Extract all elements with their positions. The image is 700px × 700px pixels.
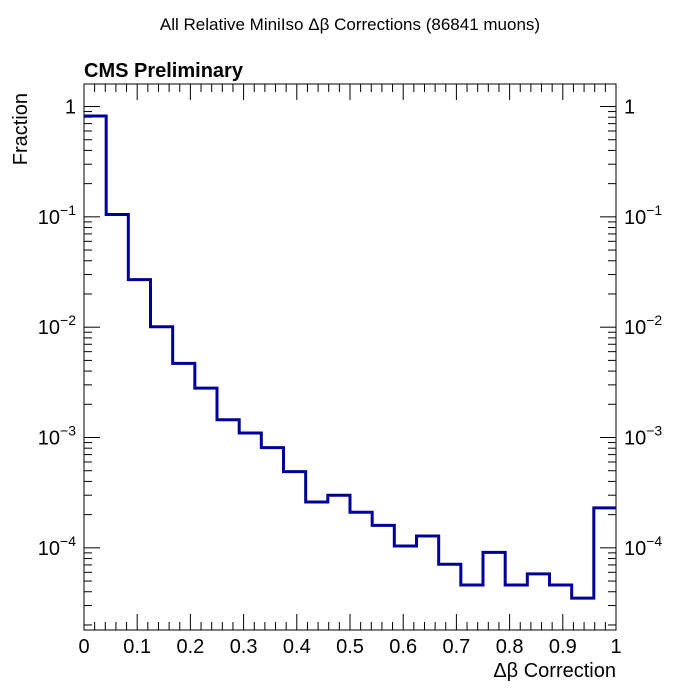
- plot-frame: [83, 83, 617, 631]
- x-tick-label: 0.4: [283, 636, 311, 658]
- y-tick-label: 10−4: [38, 533, 76, 560]
- histogram-line: [84, 114, 616, 600]
- x-tick-label: 0.9: [549, 636, 577, 658]
- cms-label: CMS Preliminary: [84, 60, 244, 82]
- x-tick-label: 0.1: [123, 636, 151, 658]
- y-tick-label-right: 10−2: [624, 312, 662, 339]
- x-axis-label: Δβ Correction: [493, 660, 616, 682]
- y-tick-label: 10−1: [38, 202, 76, 229]
- x-tick-label: 1: [610, 636, 621, 658]
- x-tick-label: 0: [78, 636, 89, 658]
- axis-ticks: [83, 84, 617, 630]
- x-tick-label: 0.6: [389, 636, 417, 658]
- y-tick-label: 10−3: [38, 423, 76, 450]
- x-tick-label: 0.5: [336, 636, 364, 658]
- x-tick-label: 0.8: [496, 636, 524, 658]
- plot-area: [83, 83, 617, 631]
- y-axis-label: Fraction: [10, 93, 32, 165]
- x-tick-label: 0.7: [442, 636, 470, 658]
- x-tick-label: 0.3: [230, 636, 258, 658]
- y-tick-label: 10−2: [38, 312, 76, 339]
- y-tick-label-right: 1: [624, 97, 635, 119]
- y-tick-label: 1: [65, 97, 76, 119]
- y-tick-label-right: 10−1: [624, 202, 662, 229]
- x-tick-label: 0.2: [176, 636, 204, 658]
- chart-title: All Relative MiniIso Δβ Corrections (868…: [160, 15, 540, 34]
- tick-labels: 0 0.1 0.2 0.3 0.4 0.5 0.6 0.7 0.8 0.9 1 1 1 10−1 10−1 1…: [38, 97, 663, 658]
- y-tick-label-right: 10−3: [624, 423, 662, 450]
- y-tick-label-right: 10−4: [624, 533, 662, 560]
